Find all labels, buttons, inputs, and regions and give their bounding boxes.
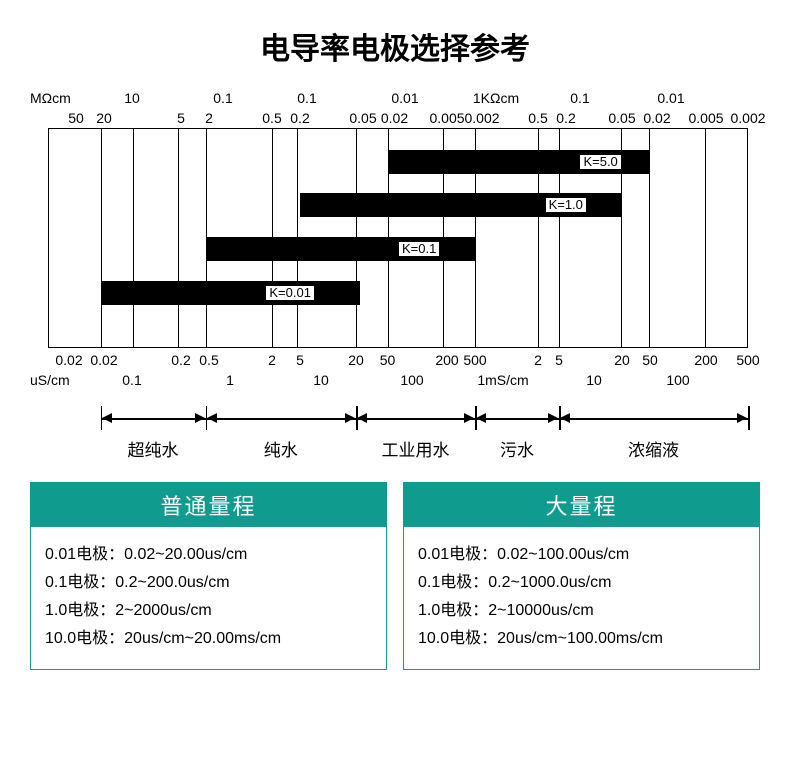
axis-label: 0.1 <box>570 90 589 106</box>
axis-label: 20 <box>96 110 112 126</box>
axis-label: 5 <box>296 352 304 368</box>
axis-label: 0.5 <box>528 110 547 126</box>
table-body: 0.01电极：0.02~20.00us/cm0.1电极：0.2~200.0us/… <box>31 527 386 669</box>
table-body: 0.01电极：0.02~100.00us/cm0.1电极：0.2~1000.0u… <box>404 527 759 669</box>
gridline <box>705 129 706 347</box>
axis-label: 0.01 <box>657 90 684 106</box>
gridline <box>178 129 179 347</box>
axis-label: 0.1 <box>213 90 232 106</box>
axis-label: 0.02 <box>643 110 670 126</box>
water-type-segment: 浓缩液 <box>559 406 748 430</box>
axis-label: 0.01 <box>391 90 418 106</box>
range-tables: 普通量程0.01电极：0.02~20.00us/cm0.1电极：0.2~200.… <box>0 470 790 670</box>
electrode-range-chart: MΩcm 100.10.10.011KΩcm0.10.01 5020520.50… <box>30 76 760 406</box>
table-row: 0.1电极：0.2~200.0us/cm <box>45 569 372 597</box>
electrode-range-bar: K=5.0 <box>388 150 650 174</box>
axis-label: 5 <box>177 110 185 126</box>
table-row: 10.0电极：20us/cm~20.00ms/cm <box>45 625 372 653</box>
axis-label: 1KΩcm <box>473 90 519 106</box>
water-type-arrows: 超纯水纯水工业用水污水浓缩液 <box>30 406 760 470</box>
axis-label: 2 <box>534 352 542 368</box>
axis-label: 0.005 <box>688 110 723 126</box>
electrode-range-bar: K=1.0 <box>300 193 621 217</box>
title-text: 电导率电极选择参考 <box>260 33 530 66</box>
axis-label: 200 <box>435 352 458 368</box>
axis-label: 0.05 <box>349 110 376 126</box>
arrow-tick <box>748 406 750 430</box>
table-row: 1.0电极：2~10000us/cm <box>418 597 745 625</box>
electrode-k-label: K=1.0 <box>545 197 587 213</box>
electrode-k-label: K=0.01 <box>265 285 315 301</box>
axis-label: 10 <box>124 90 140 106</box>
water-type-label: 污水 <box>475 436 559 461</box>
water-type-label: 超纯水 <box>101 436 206 461</box>
table-row: 0.1电极：0.2~1000.0us/cm <box>418 569 745 597</box>
axis-label: 10 <box>586 372 602 388</box>
range-table: 大量程0.01电极：0.02~100.00us/cm0.1电极：0.2~1000… <box>403 482 760 670</box>
axis-label: 0.005 <box>429 110 464 126</box>
electrode-k-label: K=0.1 <box>398 241 440 257</box>
chart-box: K=5.0 K=1.0 K=0.1 K=0.01 <box>48 128 748 348</box>
axis-label: 0.002 <box>730 110 765 126</box>
axis-label: 20 <box>348 352 364 368</box>
axis-label: 100 <box>400 372 423 388</box>
axis-label: 0.02 <box>381 110 408 126</box>
page-title: 电导率电极选择参考 <box>0 0 790 76</box>
axis-label: 50 <box>380 352 396 368</box>
axis-label: 0.002 <box>464 110 499 126</box>
gridline <box>133 129 134 347</box>
axis-label: 500 <box>736 352 759 368</box>
axis-label: 10 <box>313 372 329 388</box>
electrode-range-bar: K=0.01 <box>101 281 359 305</box>
water-type-segment: 工业用水 <box>356 406 475 430</box>
axis-label: 100 <box>666 372 689 388</box>
range-table: 普通量程0.01电极：0.02~20.00us/cm0.1电极：0.2~200.… <box>30 482 387 670</box>
gridline <box>649 129 650 347</box>
axis-label: 1 <box>226 372 234 388</box>
table-row: 0.01电极：0.02~100.00us/cm <box>418 541 745 569</box>
axis-label: 0.2 <box>556 110 575 126</box>
axis-label: 500 <box>463 352 486 368</box>
axis-label: 0.02 <box>90 352 117 368</box>
axis-label: 50 <box>68 110 84 126</box>
table-row: 1.0电极：2~2000us/cm <box>45 597 372 625</box>
bottom-axis-unit: uS/cm <box>30 372 70 388</box>
water-type-segment: 污水 <box>475 406 559 430</box>
axis-label: 0.5 <box>199 352 218 368</box>
axis-label: 0.05 <box>608 110 635 126</box>
axis-label: 0.2 <box>290 110 309 126</box>
water-type-segment: 纯水 <box>206 406 357 430</box>
axis-label: 0.2 <box>171 352 190 368</box>
water-type-label: 浓缩液 <box>559 436 748 461</box>
water-type-segment: 超纯水 <box>101 406 206 430</box>
axis-label: 1mS/cm <box>477 372 528 388</box>
table-row: 10.0电极：20us/cm~100.00ms/cm <box>418 625 745 653</box>
axis-label: 0.02 <box>55 352 82 368</box>
axis-label: 200 <box>694 352 717 368</box>
table-header: 普通量程 <box>31 483 386 527</box>
water-type-label: 纯水 <box>206 436 357 461</box>
water-type-label: 工业用水 <box>356 436 475 461</box>
axis-label: 0.1 <box>122 372 141 388</box>
electrode-range-bar: K=0.1 <box>206 237 475 261</box>
electrode-k-label: K=5.0 <box>579 154 621 170</box>
axis-label: 50 <box>642 352 658 368</box>
gridline <box>101 129 102 347</box>
axis-label: 2 <box>205 110 213 126</box>
axis-label: 20 <box>614 352 630 368</box>
axis-label: 0.1 <box>297 90 316 106</box>
top-axis-unit: MΩcm <box>30 90 71 106</box>
axis-label: 5 <box>555 352 563 368</box>
axis-label: 2 <box>268 352 276 368</box>
table-header: 大量程 <box>404 483 759 527</box>
table-row: 0.01电极：0.02~20.00us/cm <box>45 541 372 569</box>
axis-label: 0.5 <box>262 110 281 126</box>
